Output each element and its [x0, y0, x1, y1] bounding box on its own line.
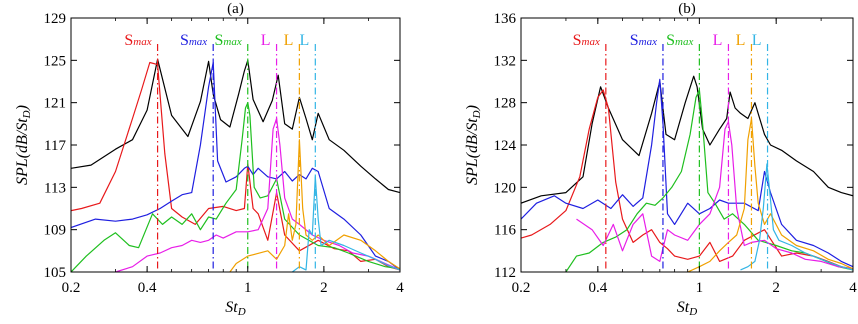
y-tick-label: 121 [44, 96, 67, 112]
x-tick-label: 0.4 [138, 280, 157, 296]
x-tick-label: 4 [396, 280, 404, 296]
series-line-3 [71, 102, 400, 272]
marker-label-0: Smax [573, 32, 600, 49]
panel-title: (b) [678, 1, 696, 17]
marker-label-2: Smax [666, 32, 693, 49]
series-line-6 [291, 176, 400, 272]
series-group [71, 58, 400, 272]
series-line-5 [229, 139, 400, 272]
series-line-0 [71, 58, 400, 194]
x-tick-label: 4 [849, 280, 857, 296]
y-tick-label: 129 [44, 11, 67, 27]
x-tick-label: 0.4 [588, 280, 607, 296]
series-line-2 [521, 78, 853, 268]
y-axis-label: SPL(dB/StD) [14, 105, 33, 185]
y-tick-label: 128 [494, 96, 517, 112]
y-tick-label: 125 [44, 53, 67, 69]
series-line-5 [687, 117, 853, 272]
x-axis-label: StD [225, 299, 245, 318]
series-line-2 [71, 61, 400, 271]
panel-title: (a) [227, 1, 244, 17]
marker-label-2: Smax [215, 32, 242, 49]
x-tick-label: 0.2 [512, 280, 531, 296]
y-tick-label: 124 [494, 138, 517, 154]
series-group [521, 75, 853, 272]
y-tick-label: 105 [44, 265, 67, 281]
y-tick-label: 120 [494, 180, 517, 196]
y-tick-label: 112 [494, 265, 516, 281]
y-tick-label: 132 [494, 53, 517, 69]
series-line-4 [115, 117, 400, 272]
y-axis-label: SPL(dB/StD) [464, 105, 483, 185]
panel-a: Smax Smax Smax L L L0.2 0.4 1 2 41051091131171211… [14, 1, 404, 318]
y-tick-label: 113 [44, 180, 66, 196]
marker-label-4: L [736, 32, 746, 49]
marker-label-1: Smax [180, 32, 207, 49]
marker-label-1: Smax [630, 32, 657, 49]
x-tick-label: 2 [772, 280, 780, 296]
series-line-0 [521, 75, 853, 204]
series-line-3 [565, 89, 853, 272]
x-axis-label: StD [677, 299, 697, 318]
marker-label-4: L [284, 32, 294, 49]
marker-label-3: L [713, 32, 723, 49]
series-line-4 [576, 121, 853, 270]
y-tick-label: 109 [44, 223, 67, 239]
x-tick-label: 1 [244, 280, 252, 296]
x-tick-label: 2 [320, 280, 328, 296]
series-line-6 [740, 163, 853, 271]
marker-label-5: L [300, 32, 310, 49]
series-line-1 [71, 61, 400, 271]
marker-label-5: L [752, 32, 762, 49]
marker-label-3: L [261, 32, 271, 49]
y-tick-label: 116 [494, 223, 516, 239]
x-tick-label: 0.2 [62, 280, 81, 296]
y-tick-label: 117 [44, 138, 66, 154]
panel-b: Smax Smax Smax L L L0.2 0.4 1 2 41121161201241281… [464, 1, 857, 318]
marker-label-0: Smax [124, 32, 151, 49]
y-tick-label: 136 [494, 11, 517, 27]
axes-box [70, 17, 401, 273]
x-tick-label: 1 [696, 280, 704, 296]
